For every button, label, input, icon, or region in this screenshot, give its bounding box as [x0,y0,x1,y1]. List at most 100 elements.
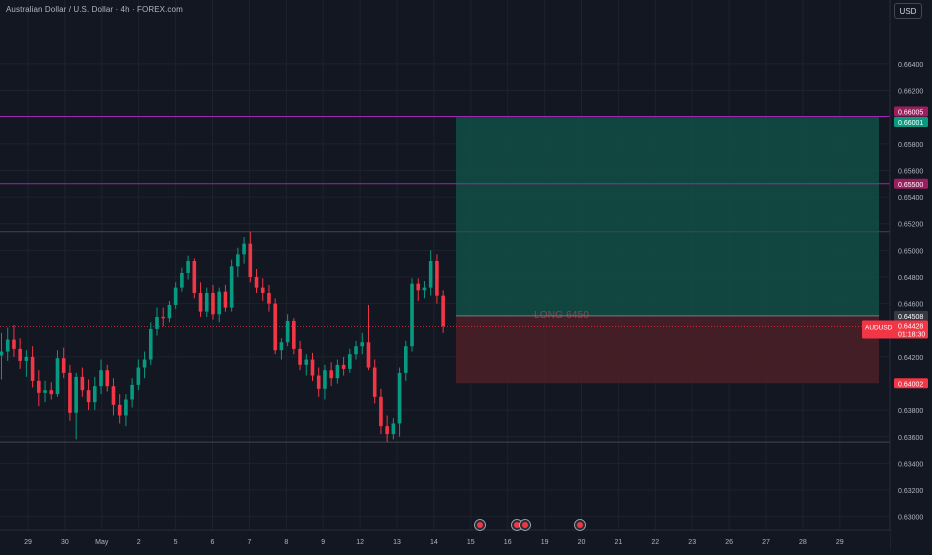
time-tick-label: 21 [615,539,623,546]
candle-body [24,356,29,361]
price-label-text: 0.64002 [898,381,923,388]
price-tick-label: 0.65800 [898,142,923,149]
candle-body [354,346,358,355]
candle-body [366,342,371,368]
time-tick-label: 8 [284,539,288,546]
price-tick-label: 0.64200 [898,355,923,362]
candle-body [410,283,414,347]
economic-event-icon [511,519,523,531]
candle-body [223,291,228,308]
candle-body [428,261,433,288]
candle-body [148,328,153,360]
horizontal-levels [0,116,890,443]
candle-body [173,287,178,305]
candle-body [111,386,116,405]
symbol-title: Australian Dollar / U.S. Dollar · 4h · F… [6,5,183,14]
time-tick-label: 23 [688,539,696,546]
price-tick-label: 0.63800 [898,408,923,415]
event-icon-flag [477,522,483,528]
price-tick-label: 0.63200 [898,488,923,495]
candle-body [167,304,172,319]
price-tick-label: 0.63600 [898,435,923,442]
candle-body [136,367,141,385]
time-tick-label: 6 [211,539,215,546]
candle-body [397,372,402,424]
price-tick-label: 0.64600 [898,302,923,309]
candle-body [236,254,240,267]
candle-body [422,287,427,291]
candle-body [341,364,346,369]
candle-body [5,339,10,352]
current-price-tag [862,320,928,339]
candle-body [229,266,234,308]
candle-body [298,348,302,365]
price-axis-bg [890,0,932,550]
candle-body [416,283,421,291]
candle-body [248,243,253,277]
candle-body [285,320,290,343]
candle-body [12,339,16,349]
candle-body [273,303,277,351]
candle-body [379,396,383,427]
candle-body [316,375,321,389]
time-tick-label: 7 [247,539,251,546]
candle-body [105,370,110,387]
price-tick-label: 0.66200 [898,89,923,96]
economic-event-icon [574,519,586,531]
candle-body [61,358,66,373]
candle-body [68,372,72,413]
candle-body [391,423,396,435]
price-tick-label: 0.65200 [898,222,923,229]
price-axis: 0.66400 0.66200 0.65800 0.65600 0.65400 0.652… [889,0,932,550]
candle-body [435,261,439,296]
candle-body [180,272,184,288]
time-tick-label: 9 [321,539,325,546]
time-tick-label: 22 [651,539,659,546]
event-icon-flag [522,522,528,528]
candle-body [30,356,35,381]
candle-body [217,291,221,315]
price-label-box [894,178,928,189]
price-label-text: 0.66005 [898,110,923,117]
candle-body [198,292,203,312]
price-label-box [894,106,928,117]
event-icons [474,519,586,531]
price-tick-label: 0.65400 [898,195,923,202]
stop-zone [456,315,879,384]
candle-body [211,292,215,315]
position-zones [456,117,879,384]
candle-body [43,390,47,393]
candle-body [260,287,265,293]
candle-body [186,261,190,273]
candle-body [18,348,22,361]
candle-body [329,370,333,379]
price-tick-label: 0.64800 [898,275,923,282]
time-tick-label: 29 [24,539,32,546]
current-price-value: 0.64428 [898,324,923,331]
price-label-text: 0.66001 [898,120,923,127]
price-label-text: 0.64508 [898,314,923,321]
price-label-text: 0.65500 [898,182,923,189]
price-label-box [894,310,928,321]
price-tick-label: 0.65600 [898,168,923,175]
time-tick-label: 2 [137,539,141,546]
candle-body [360,342,365,347]
economic-event-icon [474,519,486,531]
event-icon-flag [514,522,520,528]
candle-body [304,359,309,365]
position-label: LONG 6450 [534,310,590,321]
candle-body [292,320,296,349]
candle-body [404,346,408,373]
time-tick-label: May [95,539,109,546]
candle-body [130,384,134,400]
candle-body [117,404,122,416]
candle-body [267,292,271,304]
time-tick-label: 27 [762,539,770,546]
candle-body [161,316,166,319]
price-tick-label: 0.63000 [898,515,923,522]
currency-button[interactable]: USD [894,3,922,19]
candle-body [86,390,91,403]
candle-body [80,376,85,391]
